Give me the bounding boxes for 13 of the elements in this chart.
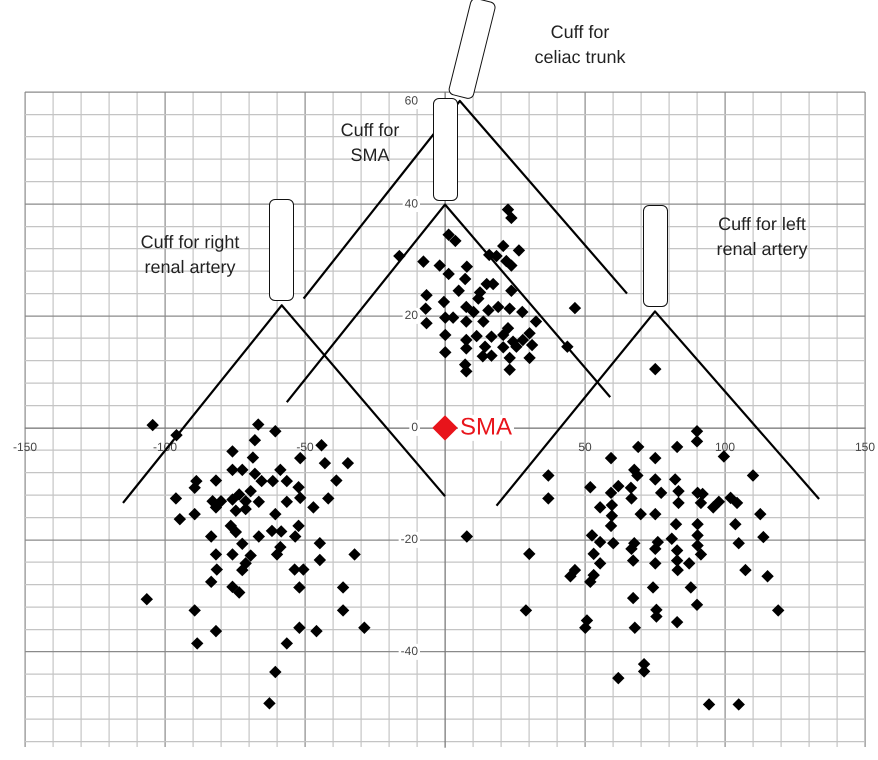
y-tick-label: -20 — [400, 532, 418, 546]
series-label: SMA — [460, 414, 512, 441]
annotation: Cuff for left renal artery — [715, 213, 809, 261]
y-tick-label: 20 — [404, 308, 418, 322]
x-tick-label: -50 — [296, 440, 314, 454]
annotation: Cuff for right renal artery — [140, 231, 240, 279]
y-tick-label: -40 — [400, 644, 418, 658]
y-tick-label: 0 — [411, 420, 418, 434]
y-tick-label: 40 — [404, 196, 418, 210]
y-tick-label: 60 — [404, 93, 418, 108]
text: Cuff for celiac trunk — [533, 21, 627, 69]
x-tick-label: 50 — [578, 440, 592, 454]
annotation: Cuff for SMA — [340, 119, 400, 167]
